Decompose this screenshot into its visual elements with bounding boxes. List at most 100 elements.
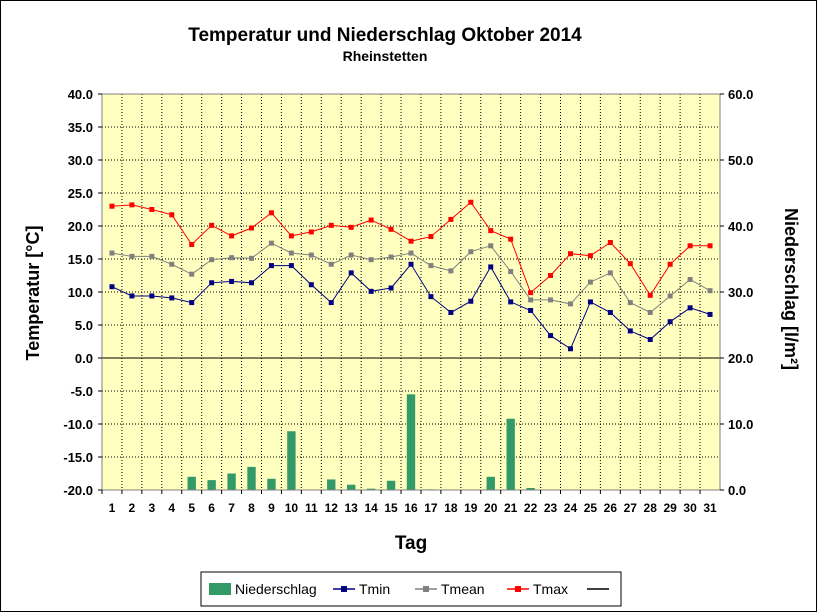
niederschlag-bar (247, 466, 256, 490)
tmean-point (288, 250, 294, 256)
tmean-point (109, 250, 115, 256)
tmin-point (249, 280, 255, 286)
y-right-tick-label: 10.0 (728, 417, 753, 432)
tmax-point (209, 222, 215, 228)
tmax-point (528, 290, 534, 296)
niederschlag-bar (227, 473, 236, 490)
x-tick-label: 6 (208, 501, 215, 515)
tmin-point (607, 309, 613, 315)
y-left-tick-label: 30.0 (68, 153, 93, 168)
tmean-point (189, 271, 195, 277)
tmin-point (627, 328, 633, 334)
y-right-tick-label: 60.0 (728, 87, 753, 102)
tmean-point (488, 243, 494, 249)
legend-label: Tmin (359, 581, 390, 597)
tmin-point (149, 293, 155, 299)
tmax-point (149, 207, 155, 212)
tmax-point (508, 236, 514, 242)
x-tick-label: 1 (109, 501, 116, 515)
x-tick-label: 17 (424, 501, 438, 515)
x-tick-label: 25 (584, 501, 598, 515)
x-tick-label: 30 (683, 501, 697, 515)
tmin-point (488, 264, 494, 270)
tmin-point (268, 263, 274, 269)
tmean-point (667, 293, 673, 299)
tmax-point (587, 253, 593, 259)
y-left-tick-label: 0.0 (75, 351, 93, 366)
tmin-point (428, 294, 434, 300)
tmax-point (567, 251, 573, 257)
x-tick-label: 8 (248, 501, 255, 515)
x-tick-label: 15 (384, 501, 398, 515)
tmean-point (707, 288, 713, 294)
tmean-point (647, 309, 653, 315)
tmean-point (448, 268, 454, 274)
tmax-point (667, 261, 673, 267)
tmin-point (528, 307, 534, 313)
tmin-point (288, 263, 294, 269)
tmean-point (328, 261, 334, 267)
tmax-point (627, 261, 633, 267)
x-tick-label: 27 (624, 501, 638, 515)
tmin-point (448, 309, 454, 315)
tmax-point (607, 240, 613, 245)
x-tick-label: 19 (464, 501, 478, 515)
tmin-point (587, 299, 593, 305)
niederschlag-bar (506, 418, 515, 490)
tmax-point (268, 210, 274, 216)
y-right-tick-label: 40.0 (728, 219, 753, 234)
x-tick-label: 2 (129, 501, 136, 515)
tmean-point (129, 253, 135, 259)
tmin-point (567, 346, 573, 352)
legend-swatch-niederschlag (209, 583, 231, 595)
x-tick-label: 5 (188, 501, 195, 515)
tmax-point (169, 212, 175, 218)
y-right-tick-label: 30.0 (728, 285, 753, 300)
y-right-tick-label: 50.0 (728, 153, 753, 168)
x-tick-label: 11 (305, 501, 318, 515)
tmin-point (667, 319, 673, 325)
tmin-point (707, 311, 713, 317)
tmax-point (129, 202, 135, 208)
tmax-point (388, 226, 394, 232)
tmin-point (129, 293, 135, 299)
tmin-point (169, 295, 175, 301)
tmax-point (548, 273, 554, 278)
niederschlag-bar (406, 394, 416, 490)
tmax-point (707, 243, 713, 249)
tmin-point (109, 284, 115, 290)
tmean-point (388, 254, 394, 260)
tmax-point (488, 228, 494, 234)
x-tick-label: 26 (604, 501, 618, 515)
x-tick-label: 16 (404, 501, 418, 515)
legend-label: Tmax (533, 581, 568, 597)
x-tick-label: 3 (148, 501, 155, 515)
legend-marker-tmean (423, 586, 429, 592)
legend-box (200, 571, 622, 607)
y-axis-right-label: Niederschlag [l/m²] (781, 208, 801, 370)
tmax-point (687, 243, 693, 249)
chart-subtitle: Rheinstetten (343, 48, 428, 64)
y-left-tick-label: 35.0 (68, 120, 93, 135)
x-tick-label: 12 (325, 501, 339, 515)
tmin-point (189, 300, 195, 306)
legend-label: Tmean (441, 581, 485, 597)
tmin-point (328, 300, 334, 306)
tmin-point (548, 333, 554, 339)
tmin-point (368, 288, 374, 294)
niederschlag-bar (327, 479, 336, 490)
x-tick-label: 22 (524, 501, 538, 515)
niederschlag-bar (207, 480, 216, 490)
tmin-point (508, 299, 514, 305)
tmean-point (249, 255, 255, 261)
y-left-tick-label: 25.0 (68, 186, 93, 201)
legend: Niederschlag Tmin Tmean Tmax (200, 571, 622, 607)
tmean-point (687, 276, 693, 282)
y-left-tick-label: -10.0 (63, 417, 93, 432)
x-axis-label: Tag (395, 533, 427, 554)
tmin-point (388, 285, 394, 291)
tmean-point (268, 240, 274, 246)
niederschlag-bar (526, 488, 535, 490)
tmean-point (308, 252, 314, 258)
